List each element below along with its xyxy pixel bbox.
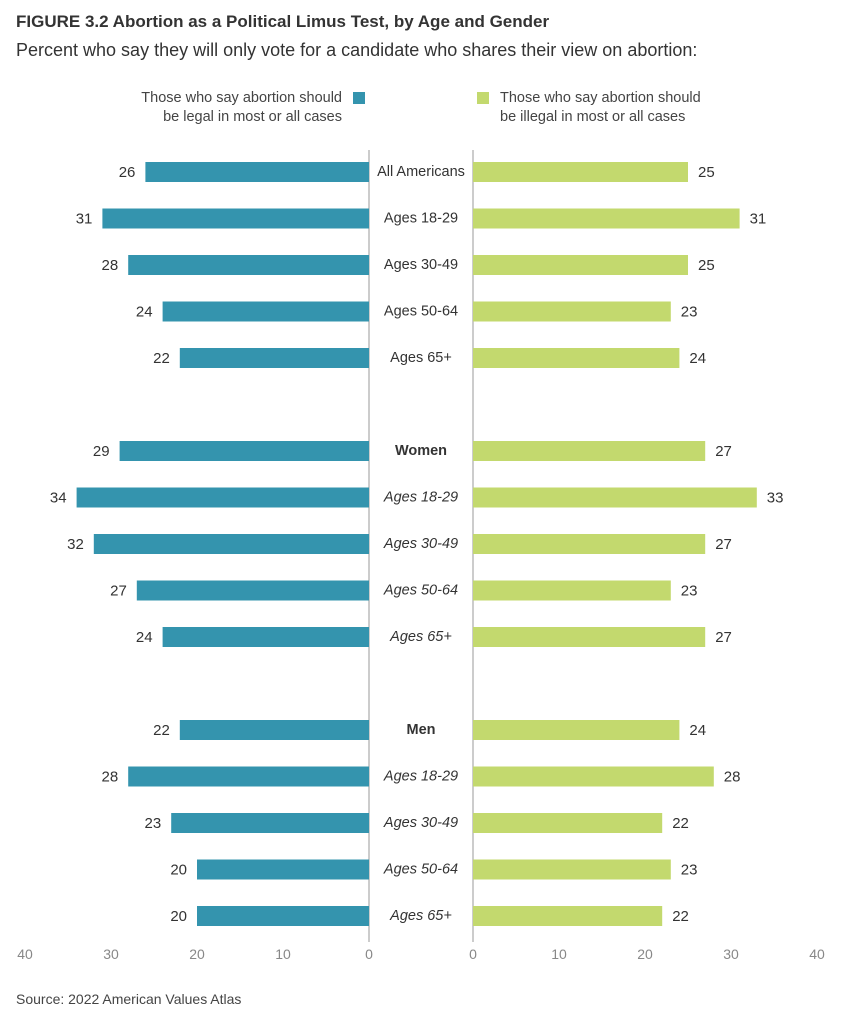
value-label-illegal: 27 <box>715 536 732 553</box>
category-label: Ages 65+ <box>390 350 452 366</box>
legend-illegal-swatch <box>477 92 489 104</box>
bar-illegal <box>473 906 663 926</box>
category-label: Ages 30-49 <box>383 815 458 831</box>
category-label: Ages 50-64 <box>383 862 458 878</box>
value-label-illegal: 23 <box>681 862 698 879</box>
bar-legal <box>179 348 369 368</box>
value-label-legal: 34 <box>50 490 67 507</box>
bar-legal <box>171 813 369 833</box>
value-label-legal: 28 <box>102 769 119 786</box>
value-label-illegal: 23 <box>681 304 698 321</box>
category-label: Ages 50-64 <box>384 304 458 320</box>
bar-illegal <box>473 441 706 461</box>
tick-label-left: 30 <box>103 946 119 962</box>
value-label-illegal: 23 <box>681 583 698 600</box>
legend-legal: Those who say abortion should be legal i… <box>141 89 342 127</box>
bar-illegal <box>473 580 671 601</box>
value-label-legal: 23 <box>145 815 162 832</box>
category-label: Women <box>395 443 447 459</box>
category-label: Ages 18-29 <box>383 769 458 785</box>
bar-legal <box>162 301 369 322</box>
tick-label-right: 30 <box>723 946 739 962</box>
tick-label-right: 40 <box>809 946 825 962</box>
value-label-legal: 24 <box>136 304 153 321</box>
value-label-legal: 29 <box>93 443 110 460</box>
bar-legal <box>197 906 369 926</box>
category-label: All Americans <box>377 164 465 180</box>
category-label: Ages 30-49 <box>383 536 458 552</box>
value-label-legal: 22 <box>153 722 170 739</box>
tick-label-right: 10 <box>551 946 567 962</box>
bar-illegal <box>473 859 671 880</box>
category-label: Men <box>407 722 436 738</box>
tick-label-left: 40 <box>17 946 33 962</box>
bar-legal <box>128 255 369 275</box>
value-label-illegal: 22 <box>672 908 689 925</box>
bar-illegal <box>473 208 740 229</box>
category-label: Ages 65+ <box>389 908 452 924</box>
value-label-illegal: 33 <box>767 490 784 507</box>
legend-legal-line1: Those who say abortion should <box>141 90 342 106</box>
value-label-illegal: 25 <box>698 257 715 274</box>
category-label: Ages 65+ <box>389 629 452 645</box>
tick-label-right: 0 <box>469 946 477 962</box>
bar-legal <box>145 162 369 182</box>
legend-illegal-line2: be illegal in most or all cases <box>500 109 686 125</box>
value-label-legal: 32 <box>67 536 84 553</box>
bar-legal <box>93 534 370 554</box>
value-label-illegal: 27 <box>715 629 732 646</box>
value-label-legal: 27 <box>110 583 127 600</box>
value-label-legal: 26 <box>119 164 136 181</box>
tick-label-left: 0 <box>365 946 373 962</box>
bar-legal <box>128 766 369 787</box>
chart-title: FIGURE 3.2 Abortion as a Political Limus… <box>16 12 550 31</box>
value-label-legal: 28 <box>102 257 119 274</box>
bar-legal <box>136 580 369 601</box>
source-note: Source: 2022 American Values Atlas <box>16 991 242 1007</box>
bar-illegal <box>473 534 706 554</box>
value-label-legal: 22 <box>153 350 170 367</box>
chart-subtitle: Percent who say they will only vote for … <box>16 40 698 60</box>
value-label-legal: 20 <box>170 862 187 879</box>
bar-illegal <box>473 627 706 647</box>
legend-illegal-line1: Those who say abortion should <box>500 90 701 106</box>
bar-illegal <box>473 766 714 787</box>
value-label-legal: 20 <box>170 908 187 925</box>
value-label-illegal: 25 <box>698 164 715 181</box>
tick-label-left: 20 <box>189 946 205 962</box>
legend-legal-swatch <box>353 92 365 104</box>
tick-label-right: 20 <box>637 946 653 962</box>
bar-legal <box>179 720 369 740</box>
value-label-illegal: 24 <box>689 350 706 367</box>
category-label: Ages 18-29 <box>384 211 458 227</box>
bar-legal <box>102 208 370 229</box>
value-label-illegal: 27 <box>715 443 732 460</box>
value-label-illegal: 28 <box>724 769 741 786</box>
bar-illegal <box>473 301 671 322</box>
bar-legal <box>162 627 369 647</box>
bar-illegal <box>473 487 757 508</box>
category-label: Ages 50-64 <box>383 583 458 599</box>
bar-illegal <box>473 813 663 833</box>
category-label: Ages 30-49 <box>384 257 458 273</box>
category-label: Ages 18-29 <box>383 490 458 506</box>
value-label-legal: 24 <box>136 629 153 646</box>
bar-illegal <box>473 720 680 740</box>
bar-legal <box>197 859 369 880</box>
bar-illegal <box>473 348 680 368</box>
legend-legal-line2: be legal in most or all cases <box>163 109 342 125</box>
value-label-legal: 31 <box>76 211 93 228</box>
value-label-illegal: 24 <box>689 722 706 739</box>
value-label-illegal: 31 <box>750 211 767 228</box>
bar-legal <box>119 441 369 461</box>
value-label-illegal: 22 <box>672 815 689 832</box>
bar-illegal <box>473 162 688 182</box>
legend-illegal: Those who say abortion should be illegal… <box>500 89 701 127</box>
tick-label-left: 10 <box>275 946 291 962</box>
bar-illegal <box>473 255 688 275</box>
bar-legal <box>76 487 369 508</box>
